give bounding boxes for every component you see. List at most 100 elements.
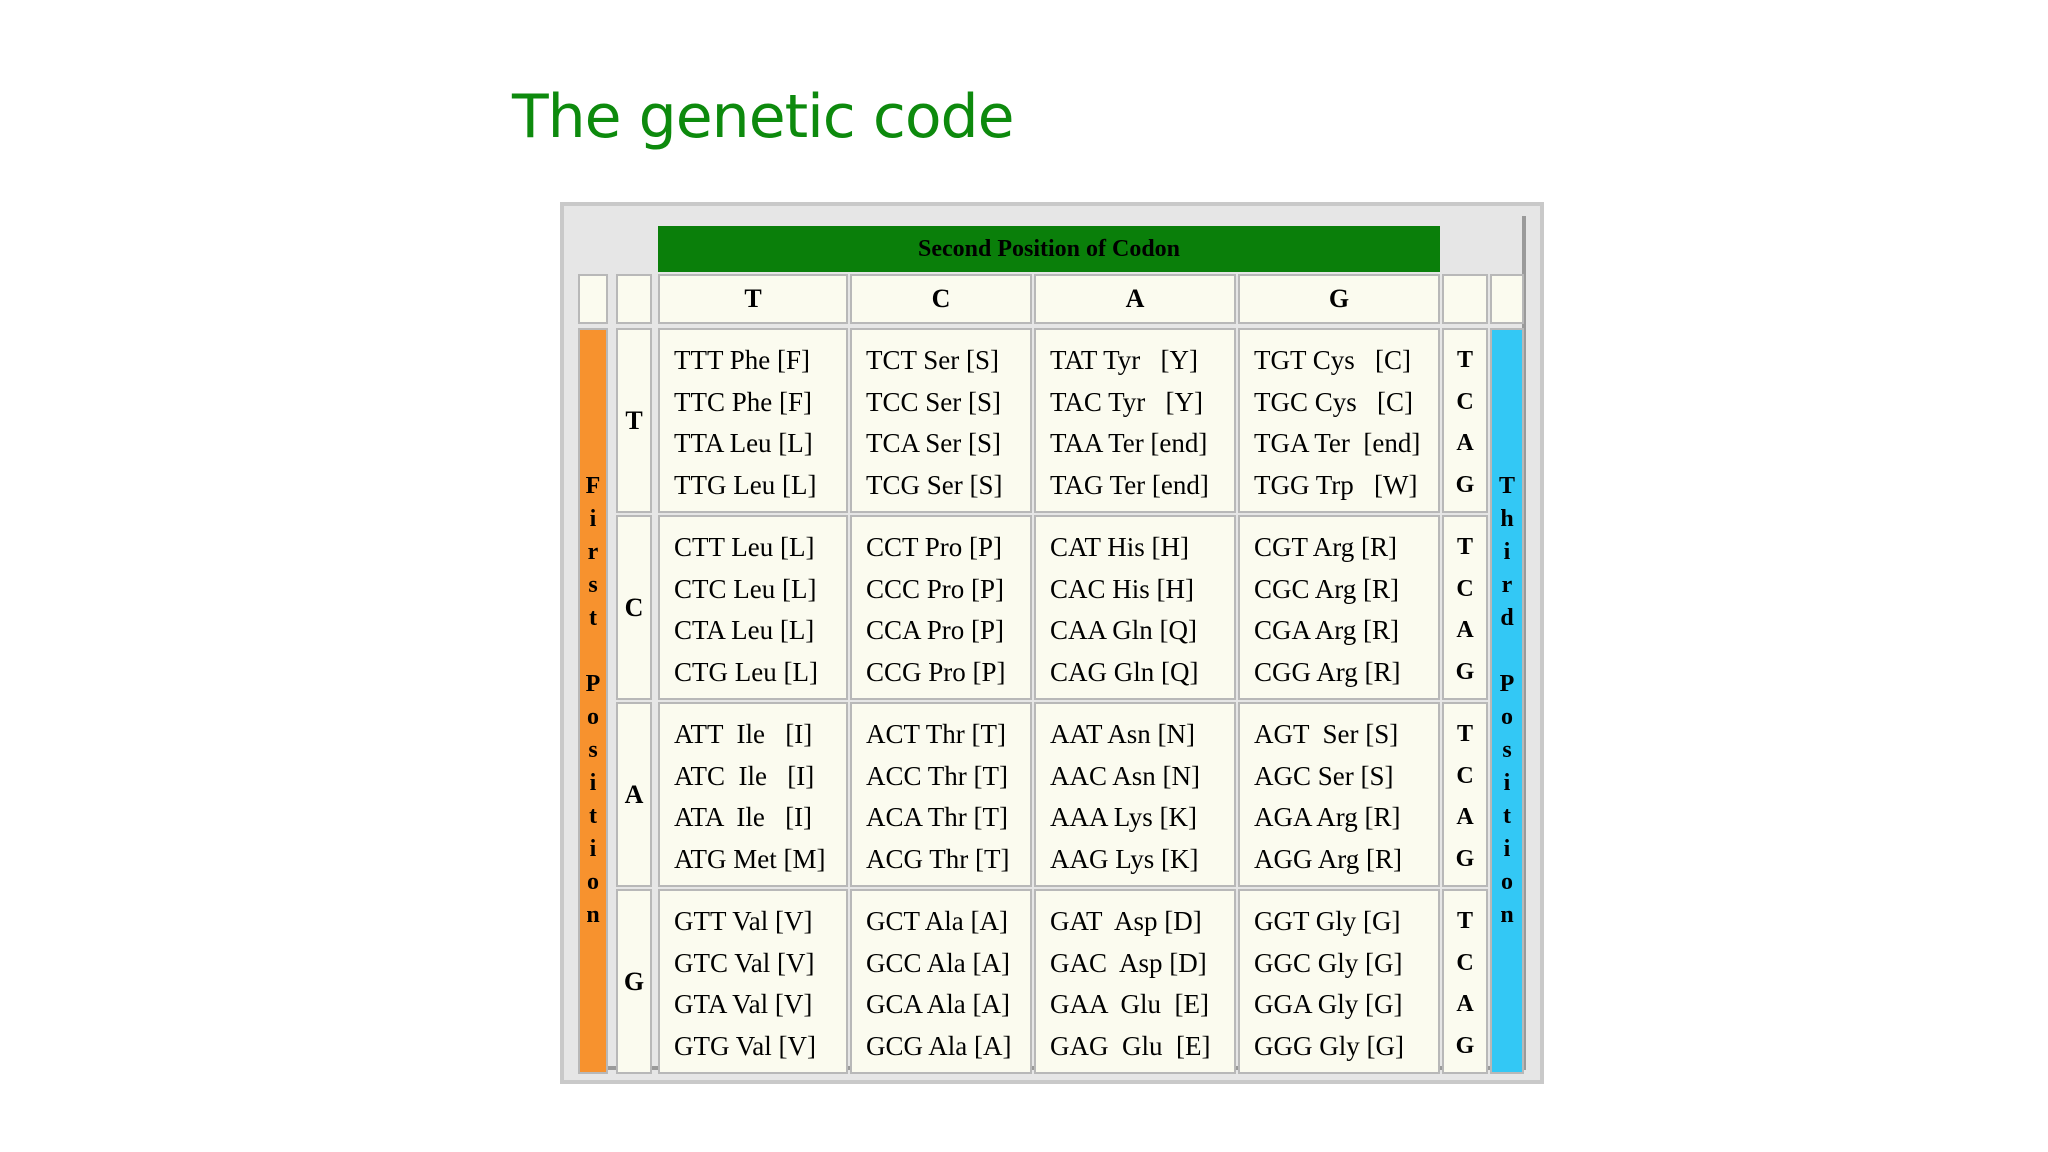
codon-entry: GGT Gly [G] bbox=[1254, 906, 1401, 936]
codon-entry: AAT Asn [N] bbox=[1050, 719, 1196, 749]
codon-entry: TTA Leu [L] bbox=[674, 428, 813, 458]
first-position-letter: t bbox=[589, 605, 597, 631]
codon-entry: TCA Ser [S] bbox=[866, 428, 1001, 458]
first-position-letter: r bbox=[587, 539, 599, 565]
codon-entry: CCC Pro [P] bbox=[866, 573, 1005, 604]
first-position-letter: o bbox=[587, 704, 599, 730]
codon-cell: CGT Arg [R] CGC Arg [R] CGA Arg [R] CGG Arg… bbox=[1238, 515, 1440, 700]
codon-entry: GAG Glu [E] bbox=[1050, 1030, 1211, 1061]
codon-entry: CAG Gln [Q] bbox=[1050, 656, 1199, 687]
blank-cell bbox=[616, 274, 652, 324]
first-position-letter: t bbox=[589, 803, 597, 829]
codon-entry: GAT Asp [D] bbox=[1050, 906, 1202, 936]
first-base-c: C bbox=[616, 515, 652, 700]
codon-cell: AAT Asn [N] AAC Asn [N] AAA Lys [K] AAG Lys… bbox=[1034, 702, 1236, 887]
first-position-letter: s bbox=[588, 572, 598, 598]
codon-entry: TCG Ser [S] bbox=[866, 469, 1003, 500]
codon-entry: AAA Lys [K] bbox=[1050, 802, 1197, 832]
codon-entry: TGA Ter [end] bbox=[1254, 428, 1421, 458]
codon-entry: CCG Pro [P] bbox=[866, 656, 1006, 687]
codon-cell: TGT Cys [C] TGC Cys [C] TGA Ter [end] TGG T… bbox=[1238, 328, 1440, 513]
third-position-letter: i bbox=[1503, 539, 1511, 565]
codon-entry: AGG Arg [R] bbox=[1254, 843, 1402, 874]
codon-entry: GCA Ala [A] bbox=[866, 989, 1010, 1019]
codon-cell: ACT Thr [T] ACC Thr [T] ACA Thr [T] ACG Thr… bbox=[850, 702, 1032, 887]
codon-cell: GAT Asp [D] GAC Asp [D] GAA Glu [E] GAG Glu… bbox=[1034, 889, 1236, 1074]
codon-cell: ATT Ile [I] ATC Ile [I] ATA Ile [I] ATG Met… bbox=[658, 702, 848, 887]
codon-entry: GTA Val [V] bbox=[674, 989, 813, 1019]
third-base-g: G bbox=[1455, 1032, 1475, 1059]
first-position-letter: i bbox=[589, 506, 597, 532]
codon-entry: TGT Cys [C] bbox=[1254, 345, 1412, 375]
third-base-a: A bbox=[1456, 991, 1474, 1017]
first-base-t: T bbox=[616, 328, 652, 513]
codon-entry: AGT Ser [S] bbox=[1254, 719, 1399, 749]
codon-entry: AGA Arg [R] bbox=[1254, 802, 1401, 832]
codon-entry: CCT Pro [P] bbox=[866, 532, 1003, 562]
codon-entry: ATG Met [M] bbox=[674, 843, 826, 874]
codon-entry: CAC His [H] bbox=[1050, 573, 1195, 604]
codon-entry: CTT Leu [L] bbox=[674, 532, 815, 562]
first-position-letter: F bbox=[585, 473, 601, 499]
codon-cell: AGT Ser [S] AGC Ser [S] AGA Arg [R] AGG Arg… bbox=[1238, 702, 1440, 887]
codon-entry: GCT Ala [A] bbox=[866, 906, 1008, 936]
codon-entry: GTG Val [V] bbox=[674, 1030, 816, 1061]
third-position-letter: i bbox=[1503, 836, 1511, 862]
third-base-c: C bbox=[1456, 388, 1474, 415]
codon-entry: GTC Val [V] bbox=[674, 947, 815, 978]
codon-entry: CTC Leu [L] bbox=[674, 573, 817, 604]
codon-cell: GCT Ala [A] GCC Ala [A] GCA Ala [A] GCG Ala… bbox=[850, 889, 1032, 1074]
codon-entry: ACA Thr [T] bbox=[866, 802, 1008, 832]
first-base-g: G bbox=[616, 889, 652, 1074]
codon-entry: GCC Ala [A] bbox=[866, 947, 1010, 978]
third-position-letter: o bbox=[1501, 869, 1513, 895]
codon-cell: GGT Gly [G] GGC Gly [G] GGA Gly [G] GGG Gly… bbox=[1238, 889, 1440, 1074]
codon-cell: CCT Pro [P] CCC Pro [P] CCA Pro [P] CCG Pro… bbox=[850, 515, 1032, 700]
first-position-letter bbox=[590, 635, 596, 668]
codon-entry: TAA Ter [end] bbox=[1050, 428, 1208, 458]
third-position-letter bbox=[1504, 635, 1510, 668]
third-base-g: G bbox=[1455, 471, 1475, 498]
second-base-a: A bbox=[1034, 274, 1236, 324]
third-position-letter: r bbox=[1501, 572, 1513, 598]
third-position-letter: d bbox=[1500, 605, 1514, 631]
codon-entry: ACT Thr [T] bbox=[866, 719, 1006, 749]
codon-entry: TTG Leu [L] bbox=[674, 469, 817, 500]
codon-entry: CAT His [H] bbox=[1050, 532, 1190, 562]
codon-entry: TTC Phe [F] bbox=[674, 386, 812, 417]
third-base-t: T bbox=[1456, 721, 1473, 747]
third-position-letter: h bbox=[1500, 506, 1514, 532]
codon-cell: GTT Val [V] GTC Val [V] GTA Val [V] GTG Val… bbox=[658, 889, 848, 1074]
codon-entry: GTT Val [V] bbox=[674, 906, 813, 936]
third-base-t: T bbox=[1456, 347, 1473, 373]
codon-entry: ATC Ile [I] bbox=[674, 760, 815, 791]
codon-entry: CAA Gln [Q] bbox=[1050, 615, 1197, 645]
first-position-letter: i bbox=[589, 836, 597, 862]
codon-entry: AGC Ser [S] bbox=[1254, 760, 1394, 791]
blank-cell bbox=[1442, 274, 1488, 324]
codon-entry: ACG Thr [T] bbox=[866, 843, 1010, 874]
third-base-t: T bbox=[1456, 534, 1473, 560]
blank-cell bbox=[1490, 274, 1524, 324]
blank-cell bbox=[578, 274, 608, 324]
codon-entry: GGC Gly [G] bbox=[1254, 947, 1403, 978]
codon-entry: ACC Thr [T] bbox=[866, 760, 1008, 791]
codon-entry: CGC Arg [R] bbox=[1254, 573, 1400, 604]
codon-entry: CTA Leu [L] bbox=[674, 615, 815, 645]
first-position-letter: n bbox=[586, 902, 600, 928]
codon-cell: TAT Tyr [Y] TAC Tyr [Y] TAA Ter [end] TAG T… bbox=[1034, 328, 1236, 513]
second-base-g: G bbox=[1238, 274, 1440, 324]
codon-entry: TGC Cys [C] bbox=[1254, 386, 1414, 417]
codon-entry: TAG Ter [end] bbox=[1050, 469, 1209, 500]
codon-entry: TAT Tyr [Y] bbox=[1050, 345, 1198, 375]
codon-entry: GCG Ala [A] bbox=[866, 1030, 1012, 1061]
codon-entry: TCT Ser [S] bbox=[866, 345, 999, 375]
codon-entry: TGG Trp [W] bbox=[1254, 469, 1418, 500]
codon-cell: CTT Leu [L] CTC Leu [L] CTA Leu [L] CTG Leu… bbox=[658, 515, 848, 700]
first-position-letter: P bbox=[585, 671, 601, 697]
